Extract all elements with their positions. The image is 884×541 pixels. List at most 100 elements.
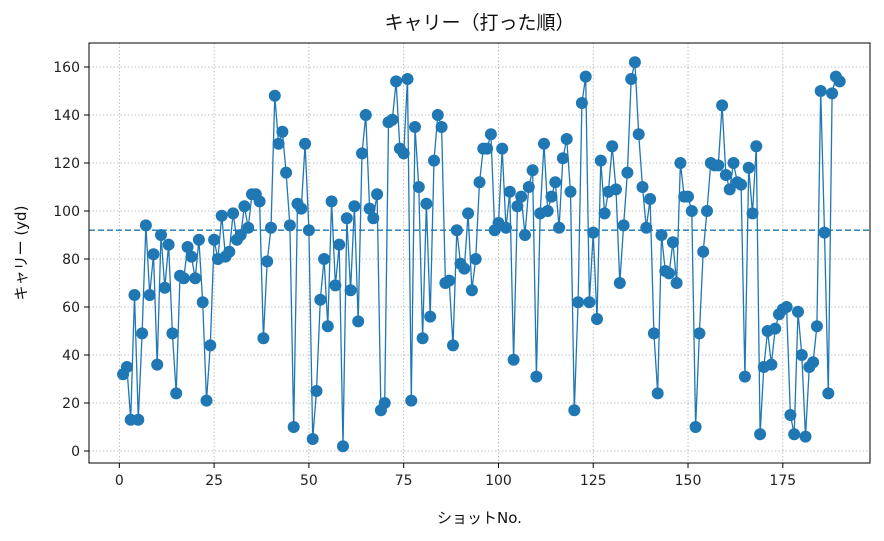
y-tick-label: 80 bbox=[62, 252, 80, 268]
data-point bbox=[826, 87, 839, 100]
data-point bbox=[447, 339, 459, 352]
data-point bbox=[465, 284, 478, 297]
x-tick-label: 125 bbox=[580, 473, 607, 489]
data-point bbox=[810, 320, 823, 333]
data-point bbox=[276, 125, 289, 138]
data-point bbox=[302, 224, 315, 237]
data-point bbox=[204, 339, 217, 352]
data-point bbox=[833, 75, 846, 88]
data-point bbox=[549, 176, 562, 189]
data-point bbox=[223, 245, 236, 258]
data-point bbox=[606, 140, 619, 153]
data-point bbox=[215, 209, 228, 222]
data-point bbox=[651, 387, 664, 400]
data-point bbox=[185, 250, 198, 263]
data-point bbox=[738, 370, 751, 383]
data-point bbox=[166, 327, 179, 340]
data-point bbox=[613, 277, 626, 289]
data-point bbox=[321, 320, 334, 333]
data-point bbox=[143, 289, 156, 301]
data-point bbox=[515, 190, 528, 203]
data-point bbox=[591, 313, 603, 325]
x-axis-ticks: 0 25 50 75 100 125 150 175 bbox=[115, 463, 796, 489]
data-point bbox=[283, 219, 296, 232]
data-point bbox=[132, 413, 145, 426]
data-point bbox=[128, 289, 141, 301]
data-point bbox=[428, 154, 440, 167]
y-tick-label: 40 bbox=[62, 348, 80, 364]
data-point bbox=[788, 428, 801, 441]
y-tick-label: 20 bbox=[62, 396, 80, 412]
data-point bbox=[556, 152, 569, 165]
data-point bbox=[598, 207, 611, 220]
data-point bbox=[378, 397, 391, 409]
data-point bbox=[314, 293, 327, 306]
data-point bbox=[628, 56, 641, 69]
data-point bbox=[583, 296, 596, 309]
y-tick-label: 140 bbox=[53, 108, 80, 124]
data-point bbox=[564, 185, 577, 198]
data-point bbox=[139, 219, 152, 232]
data-point bbox=[701, 205, 713, 217]
data-point bbox=[227, 207, 240, 220]
data-point bbox=[158, 281, 171, 294]
data-point bbox=[500, 221, 512, 234]
data-point bbox=[693, 327, 706, 340]
data-point bbox=[545, 190, 558, 203]
data-point bbox=[644, 193, 657, 205]
data-point bbox=[310, 385, 323, 397]
data-point bbox=[120, 361, 133, 373]
data-point bbox=[200, 394, 213, 407]
data-point bbox=[712, 159, 725, 172]
data-point bbox=[503, 185, 516, 198]
data-point bbox=[136, 327, 149, 340]
data-point bbox=[636, 181, 649, 193]
data-point bbox=[420, 197, 433, 210]
data-point bbox=[594, 154, 607, 167]
data-point bbox=[405, 394, 418, 407]
data-point bbox=[265, 221, 277, 234]
data-point bbox=[621, 166, 634, 179]
x-axis-label: ショットNo. bbox=[437, 509, 522, 527]
y-tick-label: 0 bbox=[71, 444, 80, 460]
data-point bbox=[325, 195, 338, 208]
data-point bbox=[666, 236, 679, 249]
data-point bbox=[443, 274, 456, 287]
data-point bbox=[538, 137, 550, 150]
data-point bbox=[147, 248, 160, 261]
data-point bbox=[280, 166, 293, 179]
data-point bbox=[735, 178, 748, 191]
plot-frame bbox=[88, 42, 871, 464]
x-tick-label: 100 bbox=[485, 473, 512, 489]
data-point bbox=[170, 387, 183, 400]
y-axis-ticks: 0 20 40 60 80 100 120 140 160 bbox=[53, 60, 89, 460]
data-point bbox=[257, 332, 270, 345]
data-point bbox=[716, 99, 729, 112]
x-tick-label: 0 bbox=[115, 473, 124, 489]
x-tick-label: 150 bbox=[675, 473, 702, 489]
data-point bbox=[617, 219, 630, 232]
data-point bbox=[727, 157, 740, 169]
data-point bbox=[473, 176, 486, 189]
x-tick-label: 175 bbox=[769, 473, 796, 489]
data-point bbox=[587, 226, 600, 239]
data-point bbox=[526, 164, 539, 177]
data-point bbox=[632, 128, 645, 141]
data-point bbox=[522, 181, 535, 193]
data-point bbox=[359, 109, 372, 121]
data-point bbox=[390, 75, 403, 88]
data-point bbox=[356, 147, 368, 160]
data-point bbox=[689, 421, 702, 433]
y-tick-label: 100 bbox=[53, 204, 80, 220]
data-point bbox=[348, 200, 361, 213]
data-point bbox=[723, 183, 736, 196]
data-point bbox=[151, 358, 164, 371]
y-tick-label: 60 bbox=[62, 300, 80, 316]
data-point bbox=[177, 272, 190, 285]
data-point bbox=[155, 229, 167, 241]
data-point bbox=[496, 142, 509, 155]
x-tick-label: 50 bbox=[300, 473, 318, 489]
data-point bbox=[511, 200, 524, 213]
data-point bbox=[719, 169, 732, 181]
data-point bbox=[579, 70, 592, 83]
